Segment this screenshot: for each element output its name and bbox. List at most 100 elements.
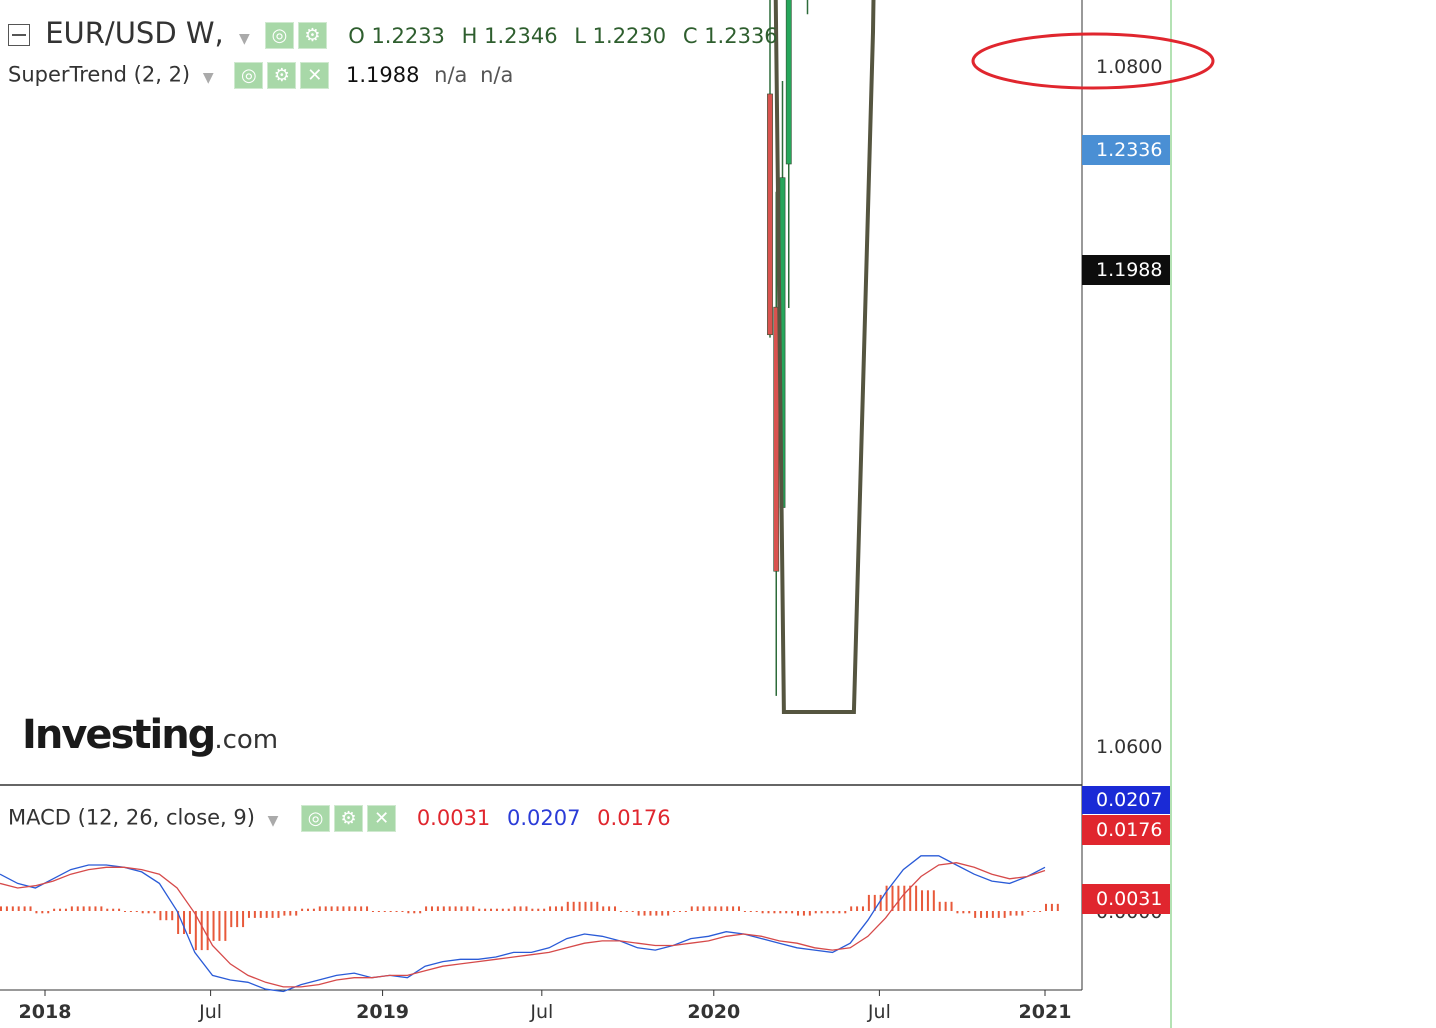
- annotation-ellipse: [971, 32, 1215, 90]
- macd-hist-bar: [950, 901, 953, 911]
- macd-hist-bar: [867, 894, 870, 911]
- macd-hist-bar: [684, 911, 687, 912]
- macd-hist-bar: [118, 908, 121, 911]
- macd-hist-bar: [47, 911, 50, 914]
- chevron-down-icon[interactable]: ▼: [202, 69, 214, 86]
- macd-hist-bar: [129, 911, 132, 912]
- macd-hist-bar: [850, 906, 853, 911]
- close-icon[interactable]: ✕: [300, 62, 330, 89]
- macd-hist-bar: [301, 908, 304, 911]
- macd-hist-bar: [584, 901, 587, 911]
- chevron-down-icon[interactable]: ▼: [239, 31, 250, 47]
- macd-hist-bar: [897, 885, 900, 911]
- macd-hist-bar: [478, 908, 481, 911]
- macd-hist-bar: [631, 911, 634, 912]
- macd-hist-bar: [614, 906, 617, 911]
- supertrend-na-2: n/a: [480, 62, 514, 87]
- macd-hist-bar: [259, 911, 262, 918]
- macd-hist-bar: [472, 906, 475, 911]
- macd-hist-bar: [791, 911, 794, 914]
- macd-hist-bar: [980, 911, 983, 918]
- macd-hist-bar: [732, 906, 735, 911]
- time-tick-label: Jul: [867, 1001, 891, 1023]
- chevron-down-icon[interactable]: ▼: [267, 812, 279, 829]
- symbol-interval[interactable]: W,: [185, 16, 224, 50]
- macd-hist-bar: [29, 906, 32, 911]
- price-tick-label: 1.0600: [1096, 736, 1162, 758]
- macd-hist-bar: [454, 906, 457, 911]
- gear-icon[interactable]: ⚙: [298, 21, 327, 49]
- macd-hist-bar: [442, 906, 445, 911]
- time-axis: 2018 Jul 2019 Jul 2020 Jul 2021: [19, 990, 1071, 1023]
- macd-hist-bar: [1045, 903, 1047, 911]
- macd-hist-bar: [566, 901, 569, 911]
- macd-hist-bar: [885, 885, 888, 911]
- signal-badge: 0.0176: [1082, 815, 1170, 845]
- supertrend-label[interactable]: SuperTrend (2, 2): [8, 62, 191, 87]
- macd-hist-bar: [779, 911, 782, 914]
- macd-hist-bar: [737, 906, 740, 911]
- macd-hist-bar: [360, 906, 363, 911]
- macd-hist-bar: [165, 911, 168, 921]
- macd-hist-bar: [236, 911, 239, 928]
- macd-hist-bar: [366, 906, 369, 911]
- time-tick-label: 2019: [356, 1001, 409, 1023]
- macd-hist-bar: [348, 906, 351, 911]
- macd-hist-bar: [1027, 911, 1030, 912]
- macd-hist-bar: [507, 908, 510, 911]
- histogram-badge: 0.0031: [1082, 884, 1170, 914]
- open-value: 1.2233: [371, 24, 445, 48]
- macd-hist-bar: [324, 906, 327, 911]
- macd-hist-bar: [59, 908, 62, 911]
- macd-hist-bar: [283, 911, 286, 916]
- macd-hist-bar: [968, 911, 971, 914]
- macd-label[interactable]: MACD (12, 26, close, 9): [8, 805, 255, 830]
- collapse-icon[interactable]: [8, 24, 30, 46]
- visibility-icon[interactable]: ◎: [234, 62, 264, 89]
- gear-icon[interactable]: ⚙: [267, 62, 297, 89]
- close-label: C: [682, 24, 698, 48]
- macd-hist-bar: [94, 906, 97, 911]
- macd-hist-bar: [88, 906, 91, 911]
- supertrend-value: 1.1988: [345, 62, 420, 87]
- symbol-pair[interactable]: EUR/USD: [45, 16, 177, 50]
- macd-hist-bar: [224, 911, 227, 941]
- gear-icon[interactable]: ⚙: [334, 805, 364, 832]
- visibility-icon[interactable]: ◎: [265, 21, 294, 49]
- macd-hist-bar: [436, 906, 439, 911]
- macd-hist-bar: [430, 906, 433, 911]
- macd-hist-bar: [696, 906, 699, 911]
- macd-hist-bar: [814, 911, 817, 914]
- macd-hist-bar: [909, 885, 912, 911]
- macd-hist-bar: [5, 906, 8, 911]
- macd-hist-bar: [820, 911, 823, 914]
- macd-hist-bar: [448, 906, 451, 911]
- macd-hist-bar: [419, 911, 422, 914]
- macd-hist-bar: [590, 901, 593, 911]
- supertrend-line: [773, 0, 876, 714]
- macd-hist-bar: [318, 906, 321, 911]
- macd-hist-bar: [832, 911, 835, 914]
- macd-hist-bar: [330, 906, 333, 911]
- macd-hist-bar: [383, 911, 386, 912]
- macd-hist-bar: [265, 911, 268, 918]
- macd-hist-bar: [602, 906, 605, 911]
- candle-body: [767, 93, 773, 336]
- macd-hist-bar: [714, 906, 717, 911]
- macd-hist-bar: [106, 908, 109, 911]
- visibility-icon[interactable]: ◎: [301, 805, 331, 832]
- close-icon[interactable]: ✕: [367, 805, 397, 832]
- macd-hist-bar: [537, 908, 540, 911]
- macd-line: [0, 855, 1046, 993]
- macd-hist-bar: [271, 911, 274, 918]
- macd-hist-bar: [1056, 903, 1059, 911]
- supertrend-legend: SuperTrend (2, 2) ▼ ◎ ⚙ ✕ 1.1988 n/a n/a: [8, 62, 513, 89]
- macd-hist-bar: [194, 911, 197, 951]
- macd-hist-bar: [655, 911, 658, 916]
- macd-hist-bar: [147, 911, 150, 914]
- macd-hist-bar: [690, 906, 693, 911]
- macd-hist-bar: [543, 908, 546, 911]
- macd-lines: [0, 855, 1046, 993]
- low-label: L: [574, 24, 586, 48]
